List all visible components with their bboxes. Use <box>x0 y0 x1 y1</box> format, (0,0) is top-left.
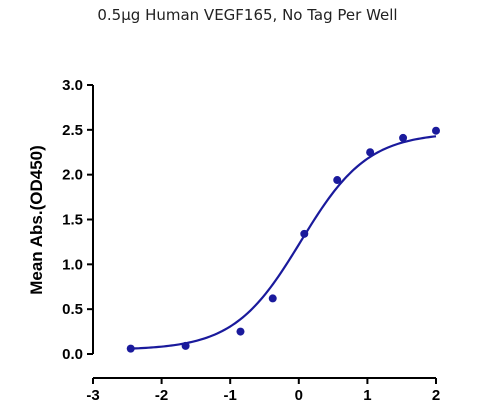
data-point <box>126 344 135 353</box>
y-tick-label: 3.0 <box>62 77 83 94</box>
y-tick-label: 1.0 <box>62 256 83 273</box>
y-tick-label: 1.5 <box>62 212 83 229</box>
y-tick-label: 0.5 <box>62 301 83 318</box>
data-point <box>366 148 375 157</box>
data-point <box>268 294 277 303</box>
data-point <box>300 229 309 238</box>
fit-curve <box>130 135 437 350</box>
data-point <box>236 327 245 336</box>
chart-subtitle: 0.5μg Human VEGF165, No Tag Per Well <box>97 6 398 24</box>
x-tick-label: 2 <box>432 387 440 400</box>
y-tick-label: 2.5 <box>62 122 83 139</box>
x-tick-label: -1 <box>224 387 237 400</box>
x-tick-label: -3 <box>86 387 99 400</box>
y-tick-label: 2.0 <box>62 167 83 184</box>
y-tick-label: 0.0 <box>62 346 83 363</box>
y-axis-label: Mean Abs.(OD450) <box>27 145 46 295</box>
data-point <box>399 133 408 142</box>
x-tick-label: 0 <box>295 387 303 400</box>
data-point <box>181 341 190 350</box>
data-point <box>432 126 440 135</box>
data-point <box>333 176 342 185</box>
x-tick-label: -2 <box>155 387 168 400</box>
x-tick-label: 1 <box>363 387 371 400</box>
